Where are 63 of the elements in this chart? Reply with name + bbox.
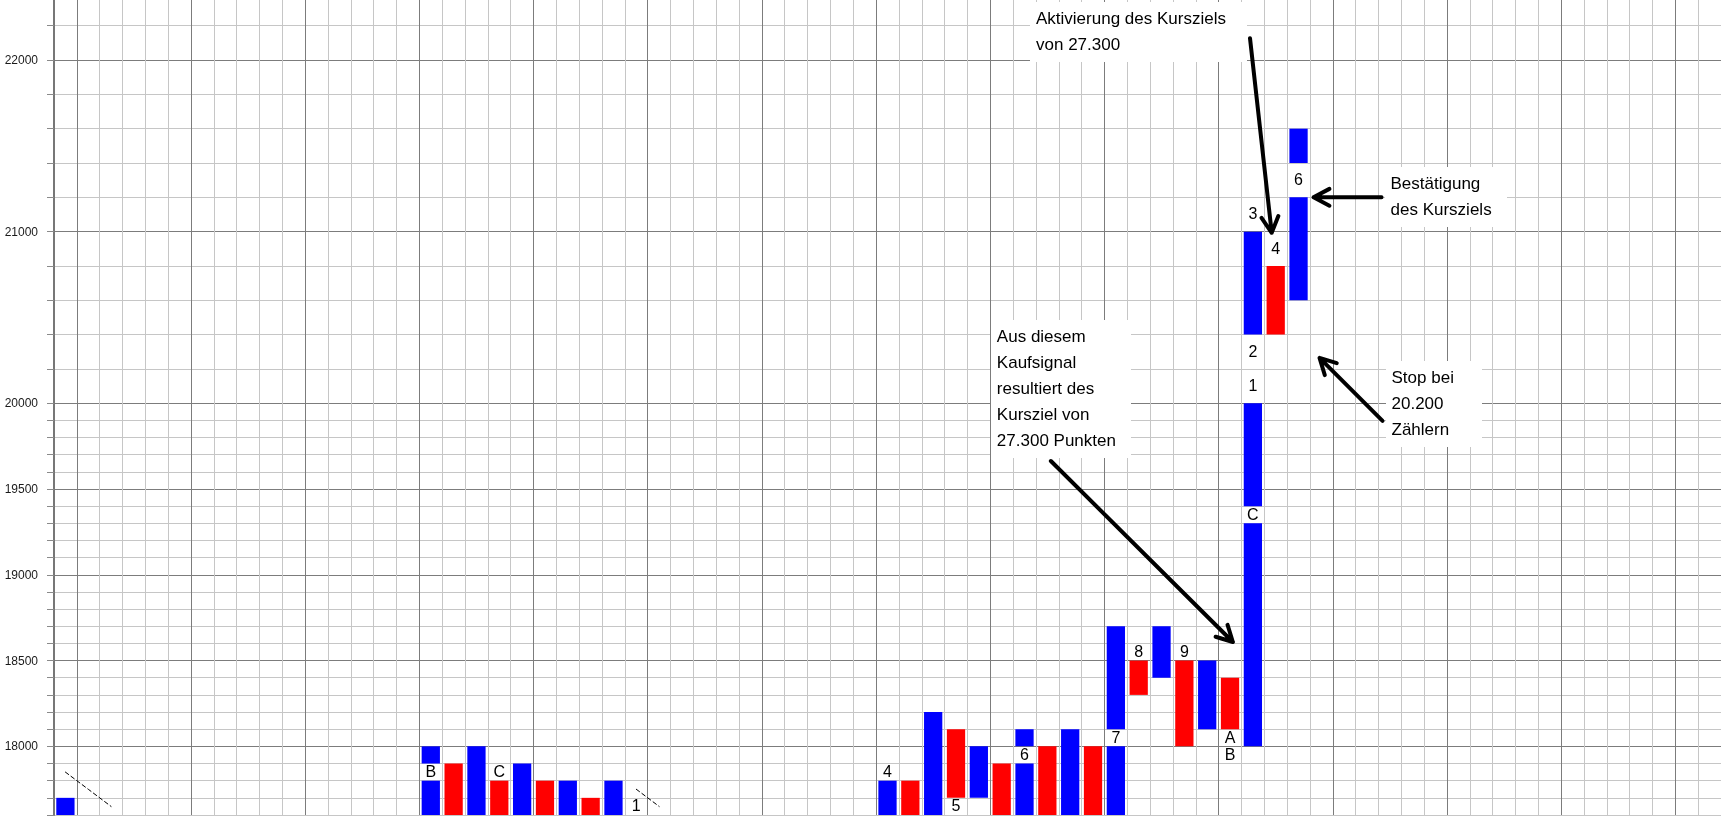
bar <box>1106 746 1125 815</box>
annotation: 9 <box>1179 643 1189 660</box>
bar <box>535 780 555 815</box>
bar <box>924 712 943 815</box>
bar <box>421 780 440 815</box>
annotation: Aktivierung des Kursziels von 27.300 <box>1030 2 1247 63</box>
annotation: 2 <box>1248 342 1258 360</box>
bar <box>490 780 509 815</box>
annotation: B <box>425 763 437 781</box>
annotation: 1 <box>1248 377 1258 395</box>
bar <box>1220 677 1240 730</box>
y-tick-label: 22000 <box>4 53 39 68</box>
bar <box>1083 746 1103 815</box>
annotation: 8 <box>1134 643 1144 660</box>
annotation: A <box>1224 728 1236 746</box>
bar <box>558 780 577 815</box>
annotation: 7 <box>1111 728 1121 746</box>
bar <box>946 729 966 798</box>
annotation: 6 <box>1294 171 1303 189</box>
bar <box>1015 763 1034 815</box>
bar <box>901 780 920 815</box>
bar <box>1243 403 1262 507</box>
y-tick-label: 18000 <box>4 739 39 754</box>
y-tick-label: 19500 <box>4 482 39 496</box>
annotation: 4 <box>883 763 892 781</box>
bar <box>1289 197 1308 301</box>
bar <box>1198 660 1217 730</box>
bar <box>1289 128 1308 163</box>
y-tick-label: 21000 <box>4 224 39 239</box>
bar <box>1038 746 1057 815</box>
annotation: 5 <box>951 797 961 815</box>
bar <box>969 746 988 798</box>
bar <box>992 763 1011 815</box>
annotation: Bestätigung des Kursziels <box>1384 167 1507 228</box>
annotation: 6 <box>1020 745 1029 763</box>
annotation: Stop bei 20.200 Zählern <box>1385 360 1482 447</box>
bar <box>1061 729 1080 815</box>
bar <box>1266 265 1285 335</box>
bar <box>878 780 897 815</box>
y-tick-label: 19000 <box>4 567 39 582</box>
bar <box>56 797 75 815</box>
annotation: C <box>493 763 506 781</box>
annotation: 1 <box>631 797 641 815</box>
bar <box>581 797 600 815</box>
bar <box>467 746 486 815</box>
annotation: Aus diesem Kaufsignal resultiert des Kursziel von 27.300 Punkten <box>990 320 1131 458</box>
annotation: B <box>1224 745 1236 763</box>
bar <box>421 746 440 764</box>
annotation: C <box>1247 505 1259 523</box>
bar <box>1106 626 1125 730</box>
bar <box>1243 231 1262 335</box>
bar <box>604 780 623 815</box>
annotation: 3 <box>1248 205 1258 223</box>
bar <box>1129 660 1148 695</box>
bar <box>513 763 532 815</box>
bar <box>1243 523 1262 747</box>
annotation: 4 <box>1271 239 1281 257</box>
bar <box>1015 729 1034 747</box>
y-tick-label: 20000 <box>4 396 39 411</box>
bar <box>444 763 463 815</box>
y-tick-label: 18500 <box>4 653 39 668</box>
bar <box>1152 626 1171 678</box>
bar <box>1175 660 1194 747</box>
